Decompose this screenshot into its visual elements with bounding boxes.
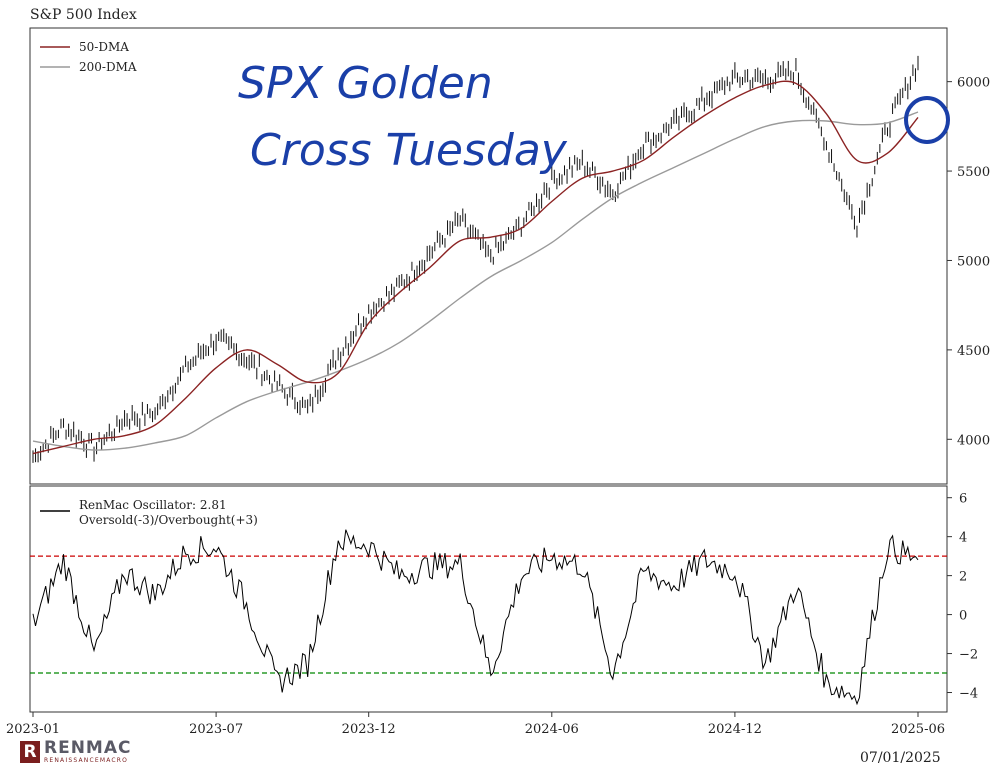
- price-ytick-label: 6000: [957, 76, 990, 91]
- x-tick-label: 2024-12: [708, 722, 762, 737]
- annotation-circle: [904, 96, 950, 144]
- legend-label-oscillator: RenMac Oscillator: 2.81: [79, 498, 227, 512]
- x-tick-label: 2025-06: [891, 722, 945, 737]
- osc-ytick-label: 6: [959, 492, 967, 507]
- price-ytick-label: 5500: [957, 165, 990, 180]
- price-panel-frame: [29, 27, 948, 485]
- x-tick-label: 2024-06: [525, 722, 579, 737]
- date-stamp: 07/01/2025: [860, 750, 941, 766]
- osc-ytick-label: 4: [959, 531, 967, 546]
- legend-label-dma200: 200-DMA: [79, 60, 137, 74]
- logo-mark-icon: R: [20, 741, 40, 763]
- oscillator-line: [32, 529, 919, 706]
- oscillator-panel-frame: [29, 485, 948, 713]
- x-tick-label: 2023-07: [189, 722, 243, 737]
- osc-ytick-label: 0: [959, 609, 967, 624]
- dma200-line: [32, 111, 919, 451]
- osc-ytick-label: −2: [959, 648, 978, 663]
- x-tick-label: 2023-01: [6, 722, 60, 737]
- x-tick-label: 2023-12: [342, 722, 396, 737]
- renmac-logo: R RENMAC RENAISSANCEMACRO: [20, 740, 131, 764]
- logo-name: RENMAC: [44, 738, 132, 758]
- price-ytick-label: 4500: [957, 344, 990, 359]
- price-ytick-label: 5000: [957, 254, 990, 269]
- legend-label-osc-range: Oversold(-3)/Overbought(+3): [79, 513, 258, 527]
- annotation-line2: Cross Tuesday: [250, 125, 568, 176]
- osc-ytick-label: −4: [959, 687, 978, 702]
- annotation-line1: SPX Golden: [238, 58, 493, 109]
- osc-ytick-label: 2: [959, 570, 967, 585]
- legend-label-dma50: 50-DMA: [79, 40, 129, 54]
- logo-tagline: RENAISSANCEMACRO: [44, 757, 129, 764]
- chart-title: S&P 500 Index: [30, 7, 137, 23]
- dma50-line: [32, 80, 919, 455]
- price-ytick-label: 4000: [957, 433, 990, 448]
- price-bars-group: [32, 55, 919, 463]
